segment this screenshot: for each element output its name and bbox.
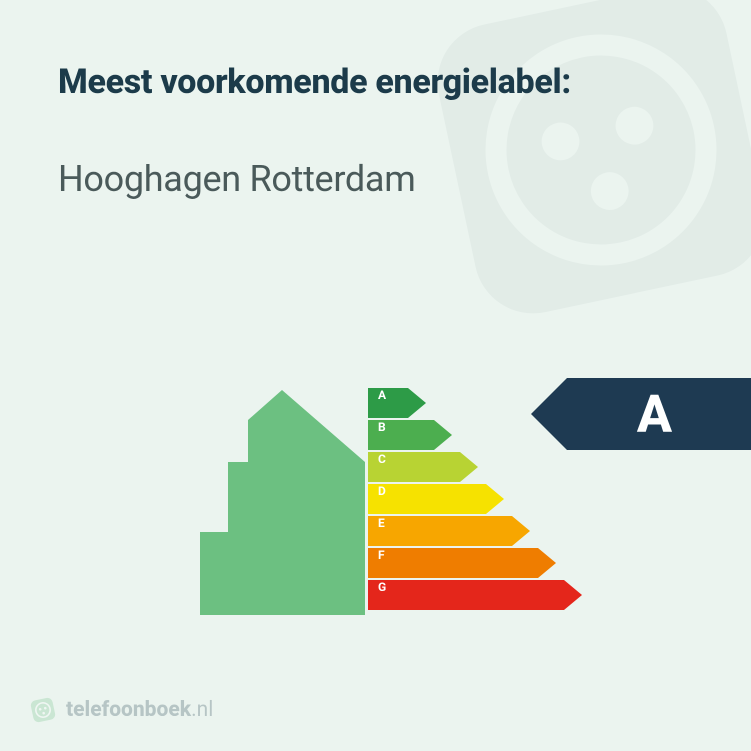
bar-label: C xyxy=(378,452,386,466)
footer-brand-thin: .nl xyxy=(191,698,213,722)
bar-label: B xyxy=(378,420,386,434)
bar-shape xyxy=(368,484,504,514)
bar-shape xyxy=(368,516,530,546)
bar-shape xyxy=(368,548,556,578)
footer-brand: telefoonboek.nl xyxy=(66,698,213,722)
bar-label: D xyxy=(378,484,386,498)
footer-brand-bold: telefoonboek xyxy=(66,698,191,722)
page-title: Meest voorkomende energielabel: xyxy=(58,62,693,102)
bar-label: F xyxy=(378,548,385,562)
location-subtitle: Hooghagen Rotterdam xyxy=(58,158,693,200)
house-icon xyxy=(200,390,365,615)
badge-letter: A xyxy=(637,384,673,445)
bar-label: E xyxy=(378,516,385,530)
bar-shape xyxy=(368,388,426,418)
result-badge: A xyxy=(531,378,751,450)
footer: telefoonboek.nl xyxy=(30,697,213,723)
bar-label: A xyxy=(378,388,386,402)
footer-logo-icon xyxy=(30,697,56,723)
bar-label: G xyxy=(378,580,386,594)
bar-shape xyxy=(368,580,582,610)
